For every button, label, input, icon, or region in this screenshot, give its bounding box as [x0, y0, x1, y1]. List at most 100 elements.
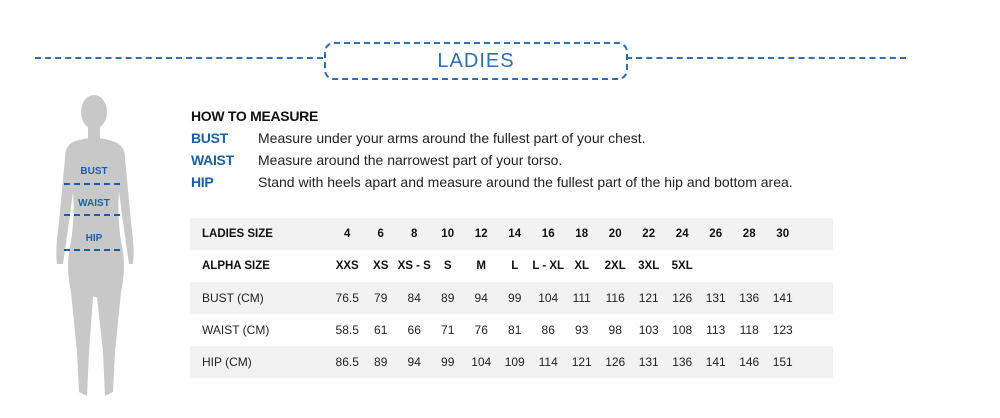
- table-cell: 141: [705, 355, 726, 369]
- table-cell: 66: [407, 323, 421, 337]
- table-cell-spacer: [799, 218, 833, 250]
- table-cell: 16: [541, 228, 555, 240]
- table-cell: 118: [739, 323, 759, 337]
- table-cell: 123: [772, 323, 793, 337]
- table-cell-spacer: [799, 282, 833, 314]
- table-cell: 111: [572, 291, 591, 305]
- table-cell: 5XL: [671, 260, 693, 272]
- table-cell: 84: [407, 291, 421, 305]
- header-divider-left: [35, 57, 323, 59]
- table-row: HIP (CM) 86.5 89 94 99 104 109 114 121 126 131 136 1…: [190, 346, 833, 378]
- table-cell: 8: [411, 228, 418, 240]
- table-cell: 18: [575, 228, 589, 240]
- table-row: ALPHA SIZE XXS XS XS - S S M L L - XL XL 2XL 3XL 5X…: [190, 250, 833, 282]
- table-cell: L: [511, 260, 519, 272]
- table-cell: 71: [441, 323, 455, 337]
- row-label: BUST (CM): [202, 291, 264, 305]
- table-cell: 61: [374, 323, 388, 337]
- table-cell: M: [476, 260, 486, 272]
- table-cell: 141: [772, 291, 793, 305]
- table-cell: 113: [706, 323, 726, 337]
- row-label: WAIST (CM): [202, 323, 270, 337]
- table-cell-spacer: [799, 314, 833, 346]
- table-cell-spacer: [799, 346, 833, 378]
- table-cell: [699, 250, 733, 282]
- table-cell: 146: [739, 355, 760, 369]
- table-cell: 94: [407, 355, 421, 369]
- table-cell: 94: [474, 291, 488, 305]
- table-cell: 103: [638, 323, 659, 337]
- table-cell: 131: [638, 355, 659, 369]
- bust-line: [64, 183, 120, 185]
- table-cell: 98: [608, 323, 622, 337]
- measure-key: HIP: [191, 174, 214, 190]
- table-cell: 79: [374, 291, 388, 305]
- table-row: LADIES SIZE 4 6 8 10 12 14 16 18 20 22 24 26 28 30: [190, 218, 833, 250]
- table-cell: [766, 250, 800, 282]
- table-cell: 30: [776, 228, 790, 240]
- table-cell-spacer: [799, 250, 833, 282]
- measure-text: Measure around the narrowest part of you…: [258, 152, 563, 168]
- table-cell: 136: [672, 355, 693, 369]
- table-cell: XS: [373, 260, 389, 272]
- table-cell: L - XL: [532, 260, 565, 272]
- table-cell: XXS: [335, 260, 359, 272]
- measure-text: Stand with heels apart and measure aroun…: [258, 174, 793, 190]
- table-cell: XL: [574, 260, 590, 272]
- measure-key: WAIST: [191, 152, 234, 168]
- table-cell: 58.5: [335, 323, 359, 337]
- table-cell: 104: [471, 355, 492, 369]
- table-cell: 86: [541, 323, 555, 337]
- table-cell: 116: [605, 291, 625, 305]
- section-title: LADIES: [324, 42, 628, 80]
- table-cell: S: [443, 260, 452, 272]
- table-cell: 108: [672, 323, 693, 337]
- table-cell: 136: [739, 291, 760, 305]
- table-cell: 24: [675, 228, 689, 240]
- table-cell: 131: [705, 291, 726, 305]
- body-silhouette: [56, 95, 134, 396]
- table-cell: XS - S: [397, 260, 431, 272]
- table-cell: 114: [538, 355, 558, 369]
- table-cell: 81: [508, 323, 522, 337]
- table-cell: 151: [772, 355, 793, 369]
- measure-text: Measure under your arms around the fulle…: [258, 130, 646, 146]
- table-cell: [732, 250, 766, 282]
- table-row: BUST (CM) 76.5 79 84 89 94 99 104 111 116 121 126 13…: [190, 282, 833, 314]
- waist-line: [64, 214, 120, 216]
- figure-label-bust: BUST: [80, 166, 108, 177]
- table-cell: 76: [474, 323, 488, 337]
- figure-label-hip: HIP: [85, 233, 103, 244]
- table-cell: 3XL: [638, 260, 660, 272]
- table-cell: 6: [377, 228, 384, 240]
- table-cell: 109: [504, 355, 525, 369]
- measure-key: BUST: [191, 130, 228, 146]
- table-cell: 22: [642, 228, 656, 240]
- table-row: WAIST (CM) 58.5 61 66 71 76 81 86 93 98 103 108 113 1…: [190, 314, 833, 346]
- table-cell: 126: [672, 291, 693, 305]
- table-cell: 89: [441, 291, 455, 305]
- table-cell: 121: [638, 291, 659, 305]
- table-cell: 26: [709, 228, 723, 240]
- header-divider-right: [626, 57, 906, 59]
- table-cell: 99: [508, 291, 522, 305]
- size-table: LADIES SIZE 4 6 8 10 12 14 16 18 20 22 24 26 28 30 ALPH…: [190, 218, 833, 378]
- table-cell: 93: [575, 323, 589, 337]
- row-label: HIP (CM): [202, 355, 252, 369]
- table-cell: 76.5: [335, 291, 359, 305]
- table-cell: 14: [508, 228, 522, 240]
- figure-label-waist: WAIST: [78, 198, 110, 209]
- table-cell: 99: [441, 355, 455, 369]
- table-cell: 89: [374, 355, 388, 369]
- table-cell: 20: [608, 228, 622, 240]
- table-cell: 28: [742, 228, 756, 240]
- table-cell: 4: [344, 228, 351, 240]
- table-cell: 10: [441, 228, 455, 240]
- row-label: ALPHA SIZE: [202, 260, 270, 272]
- how-to-measure-heading: HOW TO MEASURE: [191, 108, 318, 124]
- table-cell: 126: [605, 355, 626, 369]
- table-cell: 12: [474, 228, 488, 240]
- hip-line: [64, 249, 120, 251]
- table-cell: 86.5: [335, 355, 359, 369]
- table-cell: 2XL: [604, 260, 626, 272]
